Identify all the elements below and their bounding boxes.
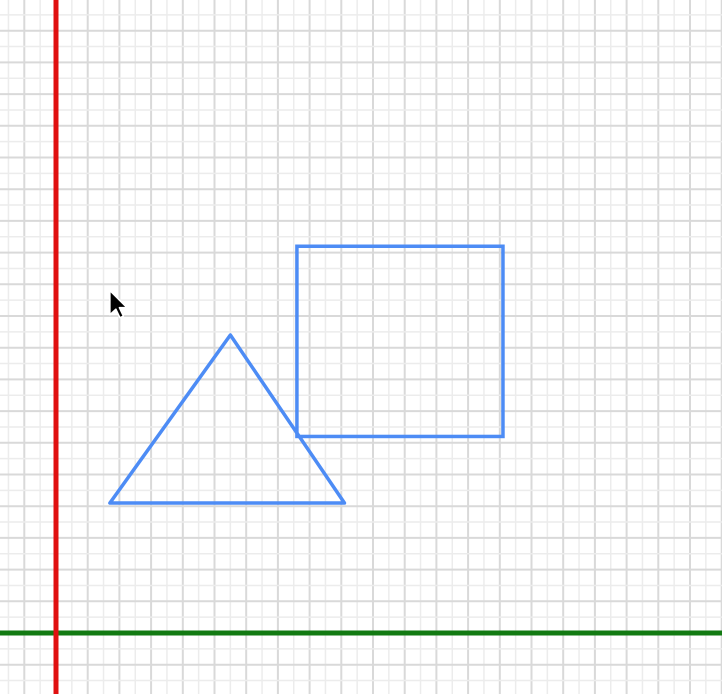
triangle-shape[interactable] <box>108 333 347 505</box>
cursor-icon <box>109 289 128 319</box>
rectangle-shape[interactable] <box>295 244 505 439</box>
